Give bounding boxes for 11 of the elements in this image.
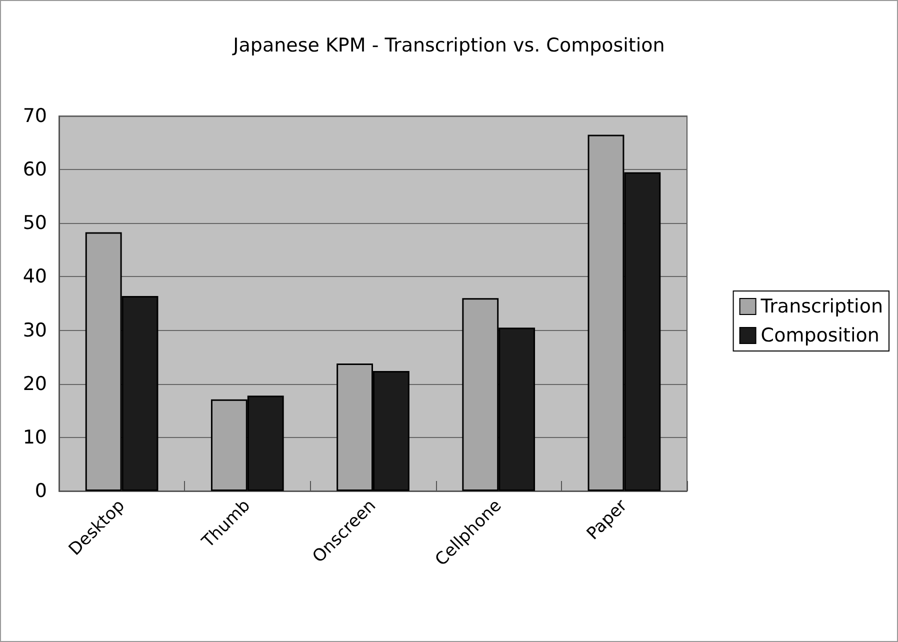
y-tick-label: 60	[22, 158, 47, 181]
chart-title: Japanese KPM - Transcription vs. Composition	[232, 34, 665, 56]
y-tick-label: 10	[22, 426, 47, 448]
legend-label: Composition	[760, 324, 880, 346]
y-tick-label: 50	[22, 212, 47, 234]
legend-label: Transcription	[760, 296, 883, 318]
y-tick-label: 30	[22, 319, 47, 342]
y-tick-label: 70	[22, 105, 47, 127]
y-tick-label: 20	[22, 372, 47, 395]
y-tick-label: 0	[34, 480, 47, 502]
y-tick-label: 40	[22, 266, 47, 288]
